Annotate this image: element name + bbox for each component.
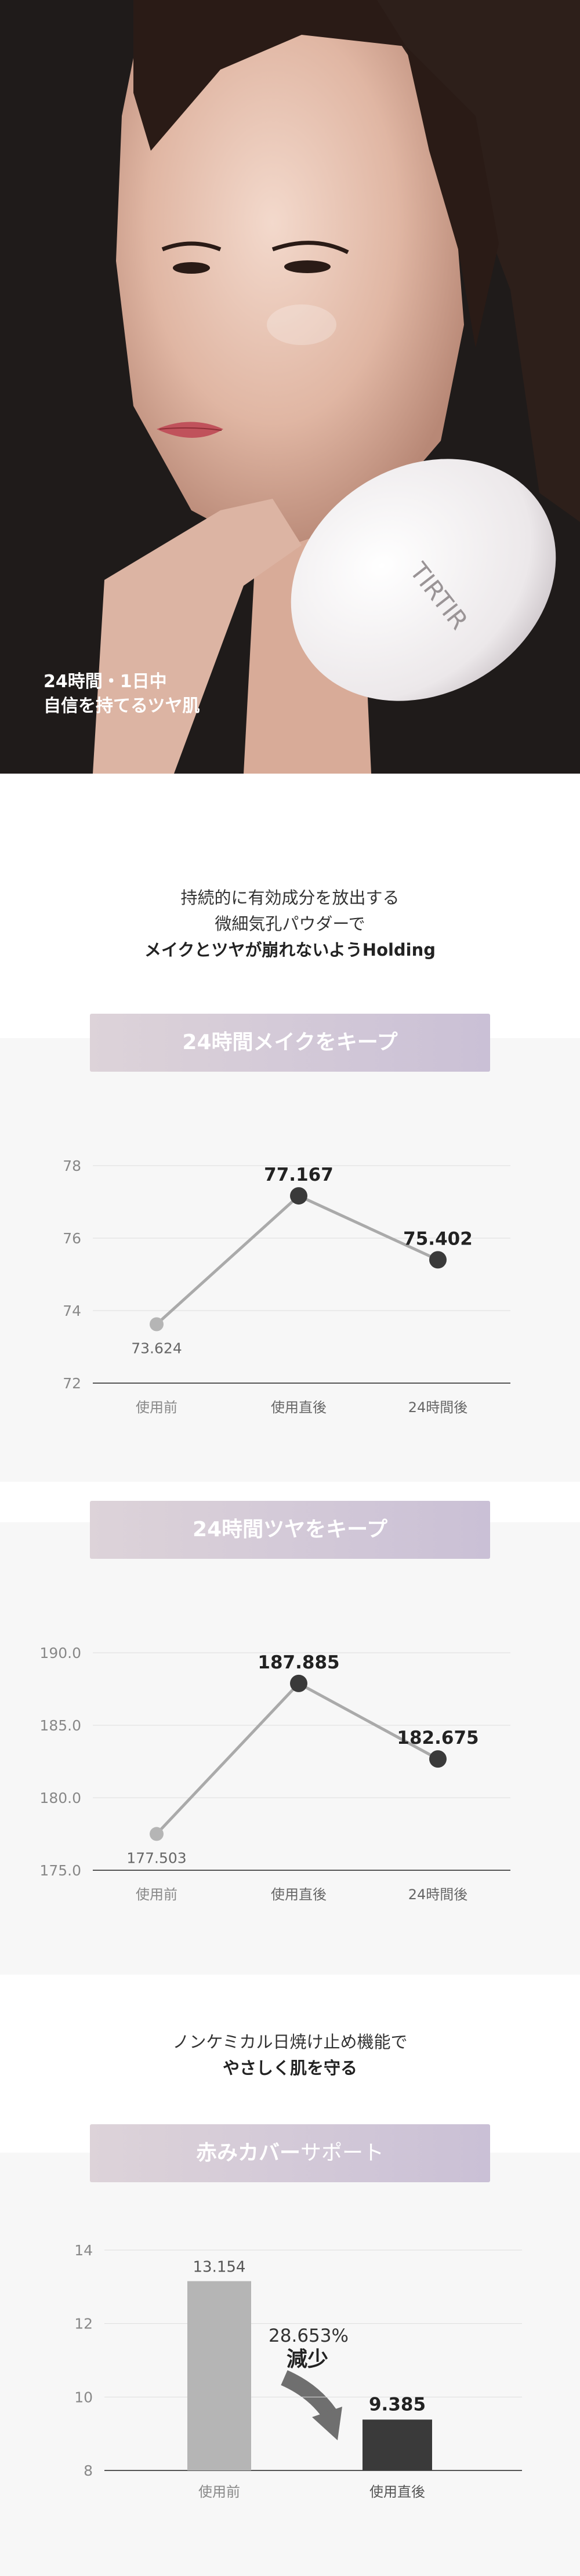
hero-caption-line1: 24時間・1日中 [44,672,167,692]
reduction-label: 減少 [287,2348,328,2371]
down-arrow-icon [281,2370,336,2419]
data-label: 13.154 [193,2259,246,2276]
x-tick-label: 使用直後 [271,1886,327,1903]
data-label: 182.675 [397,1728,478,1748]
y-tick-label: 10 [74,2389,93,2406]
data-point [150,1317,164,1331]
data-label: 73.624 [131,1340,182,1357]
redness-banner-light: サポート [300,2141,385,2165]
data-point [429,1750,447,1768]
hero-caption-line2: 自信を持てるツヤ肌 [44,696,200,716]
data-point [429,1251,447,1269]
y-tick-label: 78 [63,1158,81,1174]
series-line [155,1681,439,1835]
data-label: 75.402 [403,1228,473,1249]
bar [187,2281,251,2470]
data-point [150,1827,164,1841]
x-tick-label: 24時間後 [408,1886,468,1903]
y-tick-label: 180.0 [39,1790,81,1806]
gloss-keep-panel [0,1522,580,1975]
hero-image: TIRTIR 24時間・1日中 自信を持てるツヤ肌 [0,0,580,774]
y-tick-label: 175.0 [39,1862,81,1879]
model-photo: TIRTIR [0,0,580,774]
makeup-keep-chart: 72 74 76 78 73.624 77.167 75.402 使用前 使用直後 24時間後 [63,1158,510,1416]
redness-panel [0,2153,580,2576]
x-tick-label: 使用直後 [271,1399,327,1416]
arrow-head-icon [312,2407,342,2440]
makeup-keep-banner: 24時間メイクをキープ [90,1014,490,1072]
y-tick-label: 12 [74,2316,93,2332]
data-point [290,1187,307,1205]
bar [362,2419,432,2470]
y-tick-label: 76 [63,1230,81,1247]
y-tick-label: 72 [63,1375,81,1392]
data-point [290,1674,307,1692]
x-tick-label: 使用前 [198,2484,240,2500]
gloss-keep-banner: 24時間ツヤをキープ [90,1501,490,1559]
y-tick-label: 74 [63,1302,81,1319]
redness-banner-bold: 赤みカバー [195,2141,300,2165]
x-tick-label: 24時間後 [408,1399,468,1416]
y-tick-label: 8 [84,2462,93,2479]
y-tick-label: 185.0 [39,1717,81,1734]
redness-chart: 28.653% 減少 8 10 12 14 13.154 使用前 9.385 使用直後 [74,2242,522,2500]
data-label: 177.503 [126,1849,186,1866]
data-label: 77.167 [264,1164,334,1185]
makeup-keep-panel [0,1038,580,1482]
data-label: 187.885 [258,1652,339,1673]
y-tick-label: 14 [74,2242,93,2259]
data-label: 9.385 [369,2394,426,2415]
series-line [155,1194,439,1326]
x-tick-label: 使用前 [136,1886,177,1903]
uv-line2: やさしく肌を守る [222,2058,357,2078]
uv-line1: ノンケミカル日焼け止め機能で [172,2032,408,2052]
redness-banner: 赤みカバーサポート [90,2124,490,2182]
y-tick-label: 190.0 [39,1645,81,1661]
x-tick-label: 使用直後 [369,2484,425,2500]
intro-line3: メイクとツヤが崩れないようHolding [144,940,436,960]
reduction-value: 28.653% [269,2325,349,2346]
gloss-keep-chart: 175.0 180.0 185.0 190.0 177.503 187.885 182.67… [39,1645,510,1903]
intro-line2: 微細気孔パウダーで [215,914,365,934]
x-tick-label: 使用前 [136,1399,177,1416]
intro-line1: 持続的に有効成分を放出する [180,888,400,908]
